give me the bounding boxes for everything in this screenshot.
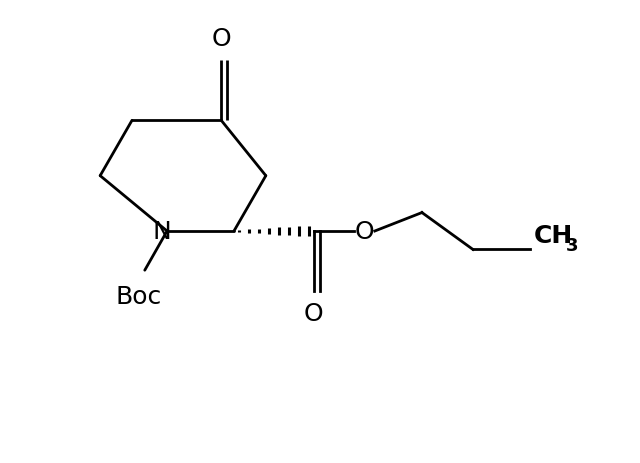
Text: O: O — [355, 219, 374, 244]
Text: CH: CH — [534, 224, 573, 248]
Text: O: O — [211, 27, 231, 51]
Text: Boc: Boc — [115, 284, 161, 308]
Text: O: O — [304, 301, 323, 325]
Text: N: N — [152, 219, 172, 244]
Text: 3: 3 — [565, 237, 578, 255]
